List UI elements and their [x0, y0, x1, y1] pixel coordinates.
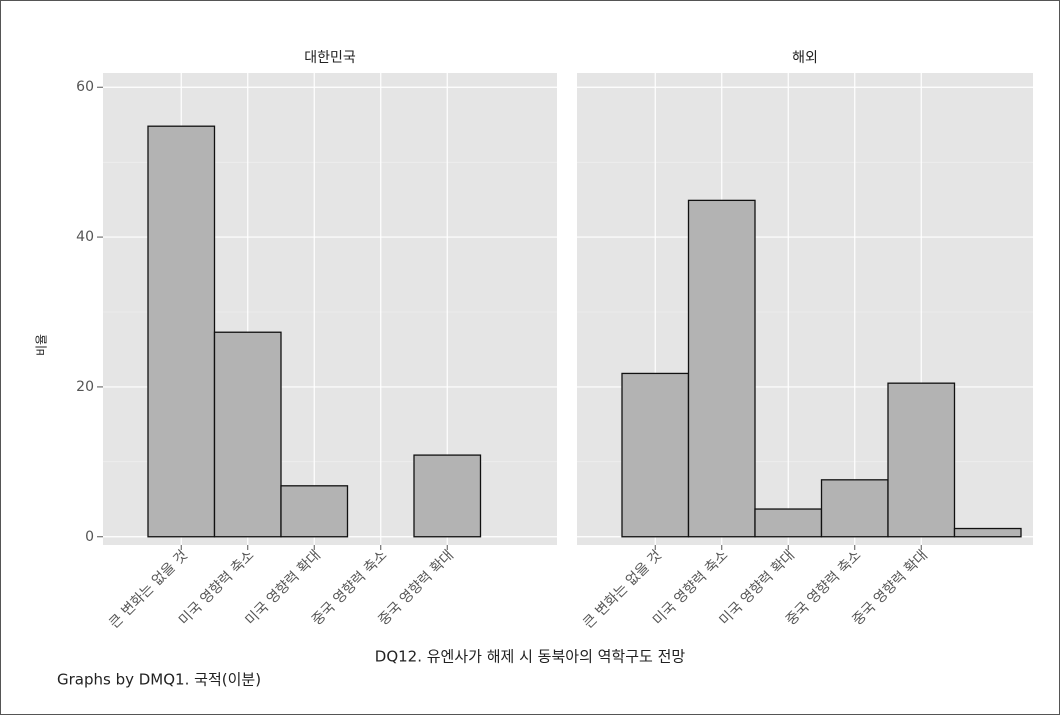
y-tick-label: 20	[76, 379, 94, 395]
y-tick-label: 0	[85, 529, 94, 545]
bar	[147, 125, 216, 538]
bar	[280, 485, 349, 538]
y-tick-label: 40	[76, 229, 94, 245]
x-axis-label: DQ12. 유엔사가 해제 시 동북아의 역학구도 전망	[375, 648, 686, 666]
bar	[621, 372, 690, 538]
y-axis-label: 비율	[35, 334, 49, 356]
bar	[953, 527, 1022, 538]
bar	[687, 199, 756, 538]
bar	[820, 479, 889, 538]
panel-title: 대한민국	[304, 50, 356, 66]
note: Graphs by DMQ1. 국적(이분)	[57, 671, 261, 689]
panel-title: 해외	[792, 50, 818, 66]
bar	[754, 508, 823, 538]
bar	[887, 382, 956, 538]
bar	[213, 331, 282, 538]
bar	[413, 454, 482, 538]
y-tick-label: 60	[76, 79, 94, 95]
